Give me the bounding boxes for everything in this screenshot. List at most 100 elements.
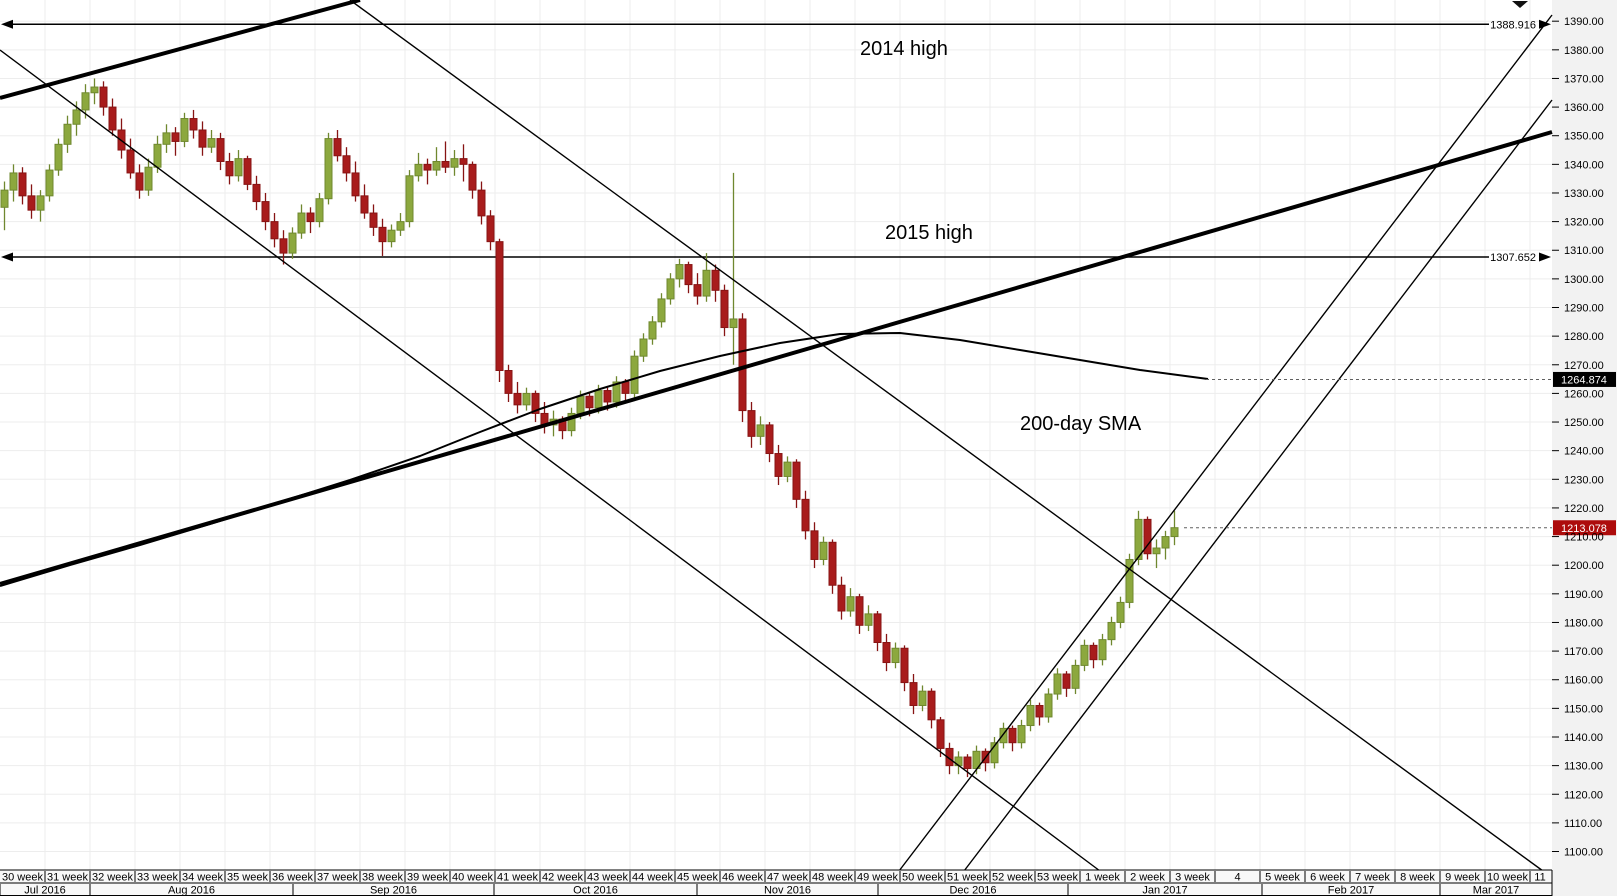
- candlestick: [702, 253, 711, 302]
- candlestick: [360, 184, 369, 219]
- candlestick: [216, 132, 225, 171]
- y-tick-label: 1270.00: [1564, 360, 1604, 372]
- candlestick: [927, 688, 936, 729]
- week-label: 3 week: [1175, 872, 1210, 884]
- candlestick: [387, 224, 396, 248]
- candlestick: [1170, 510, 1179, 546]
- y-tick-label: 1310.00: [1564, 245, 1604, 257]
- candlestick: [135, 164, 144, 199]
- ascending-channel-line-2[interactable]: [963, 99, 1553, 872]
- price-tag: [1553, 371, 1616, 387]
- candlestick: [1026, 699, 1035, 732]
- candlestick: [801, 490, 810, 540]
- candlestick: [891, 642, 900, 669]
- candlestick: [171, 127, 180, 156]
- y-tick-label: 1170.00: [1564, 646, 1603, 658]
- candlestick: [459, 144, 468, 182]
- y-axis-strip[interactable]: [1552, 0, 1617, 896]
- left-arrow-icon: [1, 19, 13, 29]
- candlestick: [1008, 725, 1017, 752]
- candlestick: [936, 716, 945, 758]
- y-tick-label: 1340.00: [1564, 159, 1604, 171]
- week-label: 41 week: [497, 872, 538, 884]
- candlestick: [243, 155, 252, 191]
- y-tick-label: 1110.00: [1564, 818, 1602, 830]
- y-tick-label: 1130.00: [1564, 761, 1603, 773]
- scroll-up-indicator-icon[interactable]: [1512, 1, 1528, 8]
- candlestick: [486, 210, 495, 251]
- candlestick: [810, 522, 819, 569]
- y-tick-label: 1360.00: [1564, 102, 1604, 114]
- week-label: 49 week: [857, 872, 898, 884]
- week-label: 37 week: [317, 872, 358, 884]
- candlestick: [639, 333, 648, 362]
- candlestick: [468, 161, 477, 199]
- y-axis[interactable]: 1100.00 1110.00 1120.00 1130.00 1140.00 1150.…: [1552, 16, 1604, 859]
- annotation-2014-high[interactable]: 2014 high: [860, 38, 948, 60]
- week-label: 9 week: [1445, 872, 1480, 884]
- week-label: 42 week: [542, 872, 583, 884]
- candlestick: [711, 264, 720, 302]
- price-tag: [1553, 520, 1616, 536]
- candlestick: [837, 576, 846, 620]
- week-label: 5 week: [1265, 872, 1300, 884]
- week-label: 38 week: [362, 872, 403, 884]
- candlestick: [405, 170, 414, 228]
- y-tick-label: 1300.00: [1564, 274, 1604, 286]
- week-label: 40 week: [452, 872, 493, 884]
- horizontal-level-lines[interactable]: 1388.916 1307.652: [1, 19, 1551, 264]
- annotation-200-day-sma[interactable]: 200-day SMA: [1020, 413, 1142, 435]
- candlestick: [1062, 671, 1071, 697]
- candlestick: [234, 150, 243, 182]
- candlestick: [720, 284, 729, 337]
- month-label: Jan 2017: [1142, 885, 1187, 896]
- month-label: Aug 2016: [168, 885, 215, 896]
- week-label: 52 week: [992, 872, 1033, 884]
- candlestick: [504, 364, 513, 402]
- candlestick: [81, 84, 90, 119]
- candlestick: [828, 539, 837, 594]
- week-label: 50 week: [902, 872, 943, 884]
- ascending-channel-line-1[interactable]: [898, 14, 1553, 872]
- y-tick-label: 1260.00: [1564, 388, 1604, 400]
- y-tick-label: 1220.00: [1564, 503, 1604, 515]
- candlestick: [36, 190, 45, 222]
- candlestick: [1017, 719, 1026, 749]
- primary-uptrend-line[interactable]: [0, 130, 1553, 586]
- candlestick: [423, 158, 432, 185]
- candlestick: [909, 673, 918, 715]
- x-axis[interactable]: 30 week 31 week 32 week 33 week 34 week 35 we…: [0, 869, 1553, 896]
- downtrend-line-1[interactable]: [0, 49, 1101, 872]
- candlestick: [1044, 688, 1053, 723]
- candlestick: [27, 184, 36, 219]
- y-tick-label: 1250.00: [1564, 417, 1604, 429]
- candlestick: [1125, 553, 1134, 609]
- candlestick: [324, 132, 333, 205]
- candlestick: [333, 129, 342, 162]
- level-price-label: 1388.916: [1490, 19, 1536, 31]
- candlestick: [270, 213, 279, 248]
- trendlines[interactable]: [0, 0, 1553, 872]
- right-arrow-icon: [1539, 252, 1551, 262]
- candlestick: [846, 588, 855, 617]
- y-tick-label: 1240.00: [1564, 446, 1604, 458]
- y-tick-label: 1390.00: [1564, 16, 1604, 28]
- y-tick-label: 1290.00: [1564, 303, 1604, 315]
- candlestick: [900, 645, 909, 692]
- downtrend-line-2[interactable]: [349, 0, 1544, 872]
- week-label: 48 week: [812, 872, 853, 884]
- candlestick: [774, 444, 783, 486]
- candlestick: [1053, 668, 1062, 700]
- price-tag-value: 1213.078: [1561, 523, 1607, 535]
- candlestick: [882, 633, 891, 672]
- week-label: 34 week: [182, 872, 223, 884]
- candlestick: [657, 293, 666, 328]
- candlestick: [1116, 596, 1125, 629]
- annotation-2015-high[interactable]: 2015 high: [885, 222, 973, 244]
- candlestick: [414, 152, 423, 182]
- week-label: 51 week: [947, 872, 988, 884]
- upper-channel-line[interactable]: [0, 0, 361, 100]
- month-label: Oct 2016: [573, 885, 618, 896]
- month-label: Feb 2017: [1328, 885, 1374, 896]
